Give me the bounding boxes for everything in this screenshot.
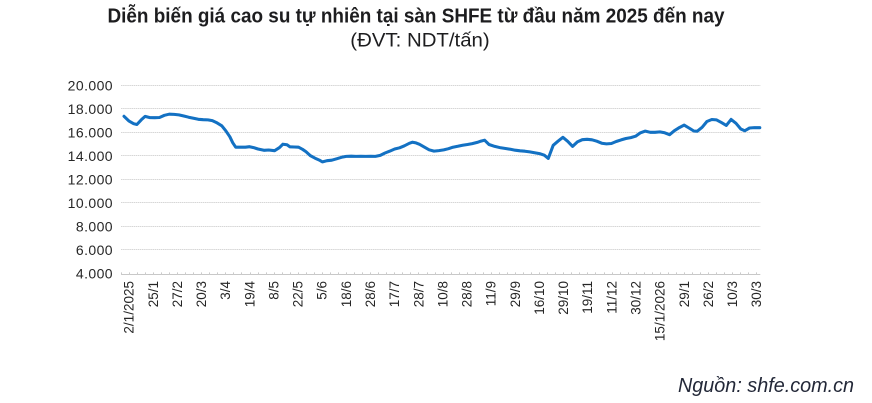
svg-text:20.000: 20.000 bbox=[68, 78, 113, 94]
svg-text:10/8: 10/8 bbox=[435, 281, 450, 307]
svg-text:19/11: 19/11 bbox=[580, 281, 595, 314]
svg-text:6.000: 6.000 bbox=[76, 242, 113, 258]
svg-text:18/6: 18/6 bbox=[339, 281, 354, 307]
svg-text:11/9: 11/9 bbox=[484, 281, 499, 306]
svg-text:Nguồn: shfe.com.cn: Nguồn: shfe.com.cn bbox=[678, 375, 854, 397]
svg-text:11/12: 11/12 bbox=[604, 281, 619, 314]
svg-text:27/2: 27/2 bbox=[170, 281, 185, 307]
svg-text:8.000: 8.000 bbox=[76, 219, 113, 235]
svg-text:29/9: 29/9 bbox=[508, 281, 523, 307]
svg-text:25/1: 25/1 bbox=[146, 281, 161, 307]
svg-text:(ĐVT: NDT/tấn): (ĐVT: NDT/tấn) bbox=[350, 29, 489, 51]
svg-text:4.000: 4.000 bbox=[76, 266, 113, 282]
svg-text:8/5: 8/5 bbox=[266, 281, 281, 300]
svg-text:17/7: 17/7 bbox=[387, 281, 402, 307]
svg-text:5/6: 5/6 bbox=[315, 281, 330, 300]
svg-text:28/6: 28/6 bbox=[363, 281, 378, 307]
svg-text:18.000: 18.000 bbox=[68, 101, 113, 117]
svg-text:28/8: 28/8 bbox=[460, 281, 475, 307]
svg-text:19/4: 19/4 bbox=[242, 281, 257, 308]
svg-text:12.000: 12.000 bbox=[68, 172, 113, 188]
svg-text:16.000: 16.000 bbox=[68, 125, 113, 141]
svg-text:15/1/2026: 15/1/2026 bbox=[653, 281, 668, 341]
svg-text:14.000: 14.000 bbox=[68, 148, 113, 164]
svg-text:20/3: 20/3 bbox=[194, 281, 209, 307]
svg-text:30/3: 30/3 bbox=[749, 281, 764, 307]
svg-text:29/10: 29/10 bbox=[556, 281, 571, 315]
svg-text:3/4: 3/4 bbox=[218, 281, 233, 300]
svg-text:28/7: 28/7 bbox=[411, 281, 426, 307]
svg-text:Diễn biến giá cao su tự nhiên: Diễn biến giá cao su tự nhiên tại sàn SH… bbox=[108, 3, 726, 27]
svg-text:2/1/2025: 2/1/2025 bbox=[122, 281, 137, 334]
svg-text:30/12: 30/12 bbox=[628, 281, 643, 315]
svg-text:10/3: 10/3 bbox=[725, 281, 740, 307]
svg-text:16/10: 16/10 bbox=[532, 281, 547, 315]
svg-text:29/1: 29/1 bbox=[677, 281, 692, 307]
svg-text:26/2: 26/2 bbox=[701, 281, 716, 307]
svg-text:10.000: 10.000 bbox=[68, 195, 113, 211]
svg-text:22/5: 22/5 bbox=[291, 281, 306, 307]
